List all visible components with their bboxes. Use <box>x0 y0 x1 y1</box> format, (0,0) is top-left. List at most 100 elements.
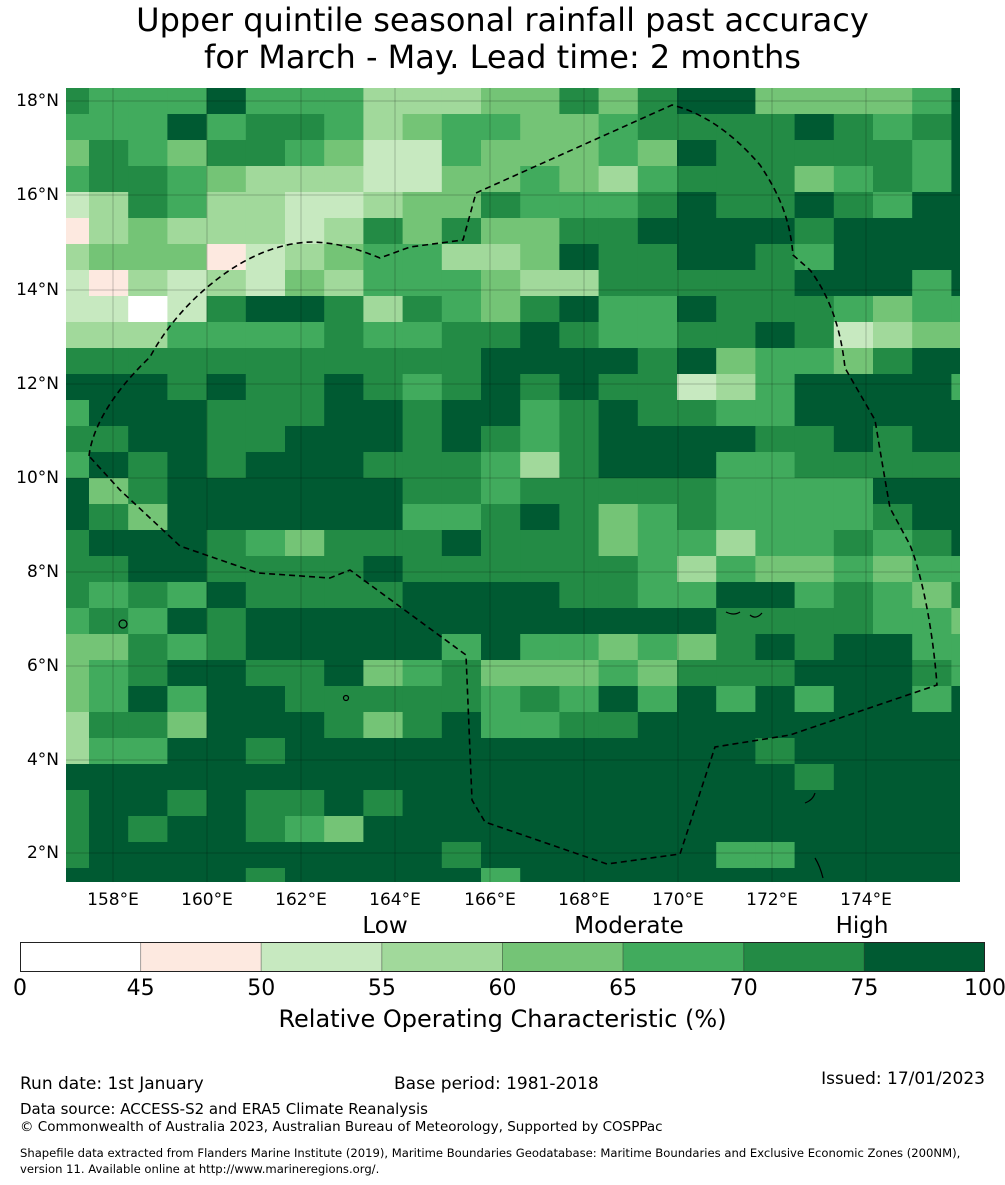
map-cell <box>794 296 835 323</box>
map-cell <box>481 114 521 141</box>
map-cell <box>363 88 403 115</box>
map-cell <box>167 192 207 219</box>
map-cell <box>285 452 325 479</box>
map-cell <box>66 686 89 713</box>
colorbar-label: Relative Operating Characteristic (%) <box>278 1005 727 1033</box>
map-cell <box>363 530 403 557</box>
map-cell <box>128 140 168 167</box>
map-cell <box>559 556 599 583</box>
map-cell <box>559 192 599 219</box>
map-cell <box>89 738 129 765</box>
map-cell <box>89 582 129 609</box>
map-cell <box>66 400 89 427</box>
map-cell <box>324 140 364 167</box>
map-cell <box>794 608 835 635</box>
map-cell <box>206 842 247 869</box>
map-cell <box>873 88 913 115</box>
map-cell <box>912 582 952 609</box>
map-cell <box>89 634 129 661</box>
map-cell <box>873 842 913 869</box>
map-cell <box>324 478 364 505</box>
map-cell <box>559 140 599 167</box>
map-cell <box>481 764 521 791</box>
map-cell <box>441 244 482 271</box>
map-cell <box>363 816 403 843</box>
map-cell <box>89 556 129 583</box>
map-cell <box>167 816 207 843</box>
map-cell <box>167 400 207 427</box>
map-cell <box>66 582 89 609</box>
map-cell <box>637 478 678 505</box>
map-cell <box>363 842 403 869</box>
map-cell <box>716 478 756 505</box>
map-cell <box>167 660 207 687</box>
map-cell <box>128 868 168 882</box>
map-cell <box>167 868 207 882</box>
map-cell <box>598 712 639 739</box>
map-cell <box>89 270 129 297</box>
map-cell <box>833 556 874 583</box>
map-cell <box>441 842 482 869</box>
map-cell <box>402 296 443 323</box>
map-cell <box>716 244 756 271</box>
map-cell <box>245 88 286 115</box>
map-cell <box>873 478 913 505</box>
map-cell <box>66 296 89 323</box>
map-cell <box>324 842 364 869</box>
map-cell <box>755 790 795 817</box>
map-cell <box>559 322 599 349</box>
map-cell <box>285 88 325 115</box>
map-cell <box>66 660 89 687</box>
map-cell <box>755 270 795 297</box>
map-cell <box>716 686 756 713</box>
map-cell <box>520 244 560 271</box>
map-cell <box>441 582 482 609</box>
map-cell <box>128 244 168 271</box>
map-cell <box>481 374 521 401</box>
map-cell <box>637 166 678 193</box>
map-cell <box>951 608 960 635</box>
map-cell <box>402 582 443 609</box>
map-cell <box>520 426 560 453</box>
map-cell <box>637 88 678 115</box>
map-cell <box>677 634 717 661</box>
colorbar-segment <box>622 942 745 972</box>
map-cell <box>285 738 325 765</box>
map-cell <box>66 452 89 479</box>
title-line-1: Upper quintile seasonal rainfall past ac… <box>136 1 869 39</box>
map-cell <box>402 322 443 349</box>
map-cell <box>89 322 129 349</box>
map-cell <box>598 608 639 635</box>
map-cell <box>520 842 560 869</box>
map-cell <box>833 608 874 635</box>
map-cell <box>520 816 560 843</box>
longitude-label: 166°E <box>464 890 516 910</box>
map-cell <box>324 712 364 739</box>
map-cell <box>206 790 247 817</box>
latitude-label: 16°N <box>16 185 59 205</box>
colorbar-segment <box>743 942 865 972</box>
map-cell <box>951 816 960 843</box>
map-cell <box>755 140 795 167</box>
map-cell <box>324 816 364 843</box>
map-cell <box>66 426 89 453</box>
map-cell <box>833 166 874 193</box>
map-cell <box>598 114 639 141</box>
map-cell <box>285 426 325 453</box>
map-cell <box>245 816 286 843</box>
map-cell <box>833 426 874 453</box>
map-cell <box>66 868 89 882</box>
map-cell <box>912 218 952 245</box>
map-cell <box>89 790 129 817</box>
map-cell <box>559 504 599 531</box>
map-cell <box>167 218 207 245</box>
map-cell <box>206 374 247 401</box>
map-cell <box>794 374 835 401</box>
map-cell <box>245 296 286 323</box>
colorbar-frame <box>20 942 985 972</box>
map-cell <box>520 686 560 713</box>
map-cell <box>951 504 960 531</box>
map-cell <box>363 452 403 479</box>
map-cell <box>285 842 325 869</box>
map-cell <box>833 296 874 323</box>
